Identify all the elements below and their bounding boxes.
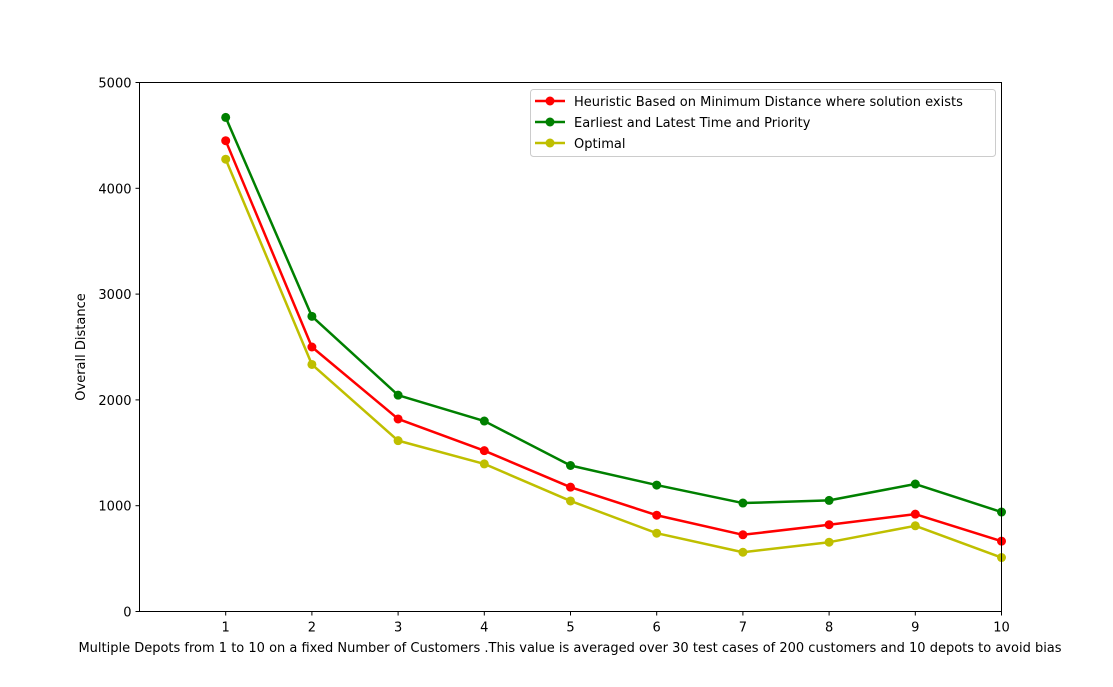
data-point [910,521,920,531]
legend-swatch-marker [545,117,555,127]
data-point [738,547,748,557]
data-point [566,496,575,506]
data-point [566,482,575,492]
legend: Heuristic Based on Minimum Distance wher… [530,89,996,157]
data-point [393,390,403,400]
x-tick-label: 1 [222,621,230,636]
y-tick-label: 4000 [98,182,131,197]
x-tick-label: 7 [739,621,747,636]
x-tick-label: 8 [825,621,833,636]
data-point [307,359,317,369]
y-axis-label: Overall Distance [74,293,89,400]
data-point [307,311,317,321]
data-point [652,528,662,538]
y-tick-label: 1000 [98,500,131,515]
y-tick-label: 0 [123,606,131,621]
series-line [224,140,1002,543]
x-axis-ticks: 1 2 3 4 5 6 7 8 9 10 [222,611,1010,636]
legend-label: Heuristic Based on Minimum Distance wher… [574,95,963,110]
x-tick-label: 6 [653,621,661,636]
data-point [479,459,489,469]
series-line [224,158,1002,559]
series-layer [221,112,1006,563]
data-point [824,520,834,530]
legend-swatch-marker [545,96,555,106]
data-point [479,446,489,456]
legend-item: Heuristic Based on Minimum Distance wher… [535,95,963,110]
legend-swatch-marker [545,138,555,148]
series-2 [221,112,1006,517]
data-point [221,112,231,122]
legend-frame [530,89,996,157]
y-tick-label: 5000 [98,77,131,92]
data-point [652,480,662,490]
data-point [393,414,403,424]
data-point [566,460,575,470]
legend-item: Earliest and Latest Time and Priority [535,116,811,131]
data-point [652,510,662,520]
data-point [824,495,834,505]
series-1 [221,136,1006,546]
data-point [479,416,489,426]
y-tick-label: 3000 [98,288,131,303]
legend-item: Optimal [535,137,625,152]
legend-label: Optimal [574,137,625,152]
x-tick-label: 10 [993,621,1010,636]
y-axis-ticks: 0 1000 2000 3000 4000 5000 [98,77,140,621]
series-3 [221,154,1006,563]
data-point [824,537,834,547]
legend-label: Earliest and Latest Time and Priority [574,116,811,131]
data-point [738,498,748,508]
data-point [307,342,317,352]
data-point [910,479,920,489]
data-point [221,136,231,146]
x-tick-label: 9 [911,621,919,636]
data-point [393,436,403,446]
x-tick-label: 4 [480,621,488,636]
x-tick-label: 2 [308,621,316,636]
data-point [221,154,231,164]
x-tick-label: 5 [566,621,574,636]
x-axis-label: Multiple Depots from 1 to 10 on a fixed … [78,641,1061,656]
plot-background [139,82,1002,612]
series-line [224,116,1002,514]
y-tick-label: 2000 [98,394,131,409]
plot-frame [139,82,1002,612]
x-tick-label: 3 [394,621,402,636]
data-point [910,509,920,519]
data-point [738,530,748,540]
